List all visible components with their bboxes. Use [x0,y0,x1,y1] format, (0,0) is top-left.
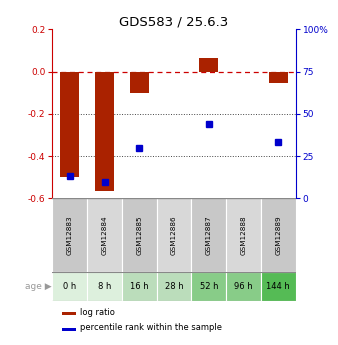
Text: GSM12883: GSM12883 [67,215,73,255]
Text: 96 h: 96 h [234,282,253,291]
Bar [62,328,75,331]
Text: GSM12887: GSM12887 [206,215,212,255]
Bar [122,272,157,301]
Bar [261,272,296,301]
Text: log ratio: log ratio [80,308,115,317]
Bar [199,58,218,71]
Bar [261,198,296,272]
Text: percentile rank within the sample: percentile rank within the sample [80,323,222,332]
Bar [87,272,122,301]
Text: 52 h: 52 h [199,282,218,291]
Bar [62,312,75,315]
Bar [52,272,87,301]
Bar [191,198,226,272]
Bar [122,198,157,272]
Text: GSM12885: GSM12885 [136,215,142,255]
Text: age ▶: age ▶ [25,282,52,291]
Bar [52,198,87,272]
Text: 0 h: 0 h [63,282,76,291]
Bar [157,198,191,272]
Bar [87,198,122,272]
Bar [95,71,114,191]
Text: 28 h: 28 h [165,282,184,291]
Bar [130,71,149,93]
Text: 144 h: 144 h [266,282,290,291]
Text: GSM12888: GSM12888 [241,215,247,255]
Bar [191,272,226,301]
Text: GSM12884: GSM12884 [101,215,107,255]
Text: GSM12886: GSM12886 [171,215,177,255]
Bar [226,272,261,301]
Bar [157,272,191,301]
Text: 16 h: 16 h [130,282,149,291]
Text: 8 h: 8 h [98,282,111,291]
Title: GDS583 / 25.6.3: GDS583 / 25.6.3 [119,15,229,28]
Text: GSM12889: GSM12889 [275,215,281,255]
Bar [60,71,79,177]
Bar [269,71,288,83]
Bar [226,198,261,272]
